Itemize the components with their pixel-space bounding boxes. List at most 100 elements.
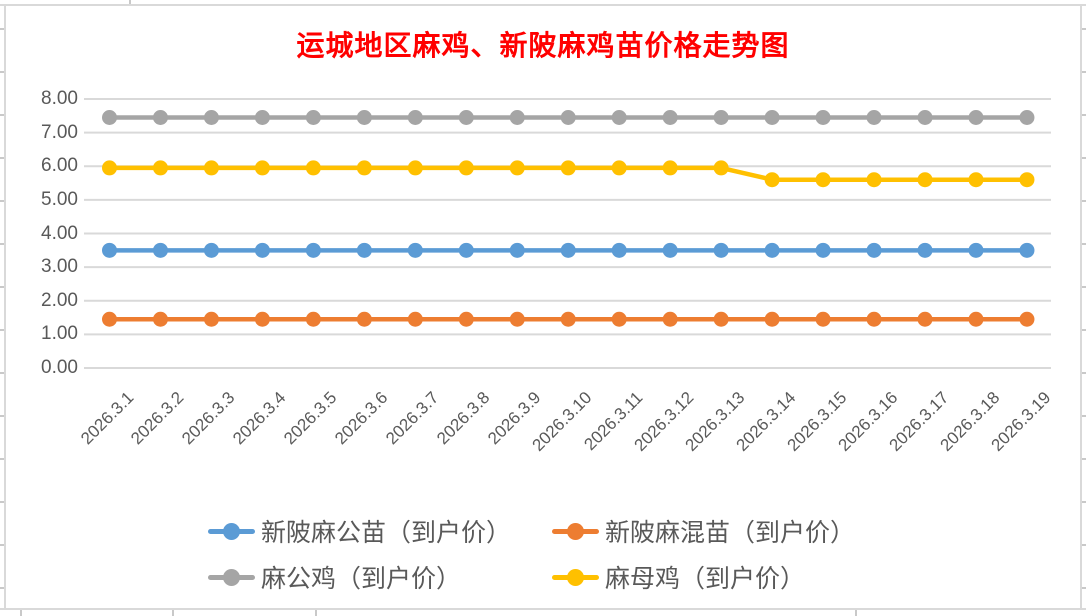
series-marker [968, 109, 984, 125]
legend-label: 麻母鸡（到户价） [605, 566, 806, 593]
worksheet-gridline [4, 4, 6, 610]
series-marker [509, 109, 525, 125]
series-marker [254, 242, 270, 258]
legend-label: 新陂麻公苗（到户价） [261, 520, 512, 547]
series-marker [611, 160, 627, 176]
worksheet-gridline [1082, 286, 1086, 288]
legend-dot-icon [567, 522, 584, 540]
series-marker [152, 311, 168, 327]
legend-line-marker-icon [552, 568, 599, 586]
series-marker [917, 311, 933, 327]
worksheet-gridline [0, 458, 4, 460]
series-marker [254, 109, 270, 125]
series-marker [866, 311, 882, 327]
series-marker [611, 109, 627, 125]
series-marker [662, 160, 678, 176]
series-marker [152, 109, 168, 125]
worksheet-gridline [1080, 4, 1082, 610]
worksheet-gridline [0, 157, 4, 159]
series-marker [509, 311, 525, 327]
worksheet-gridline [1082, 28, 1086, 30]
series-marker [764, 172, 780, 188]
worksheet-gridline [0, 608, 1086, 610]
series-marker [305, 109, 321, 125]
series-marker [713, 311, 729, 327]
series-marker [509, 242, 525, 258]
worksheet-gridline [129, 0, 131, 4]
series-marker [356, 311, 372, 327]
worksheet-gridline [1082, 71, 1086, 73]
worksheet-gridline [0, 329, 4, 331]
series-marker [458, 109, 474, 125]
worksheet-gridline [1082, 458, 1086, 460]
series-marker [356, 160, 372, 176]
series-marker [203, 160, 219, 176]
series-marker [1019, 311, 1035, 327]
series-marker [407, 109, 423, 125]
series-marker [662, 311, 678, 327]
worksheet-gridline [1082, 415, 1086, 417]
legend-dot-icon [567, 568, 584, 586]
worksheet-gridline [0, 587, 4, 589]
worksheet-gridline [315, 610, 317, 616]
legend-dot-icon [223, 568, 240, 586]
worksheet-gridline [0, 200, 4, 202]
series-marker [458, 311, 474, 327]
y-axis-label: 4.00 [41, 222, 78, 244]
series-marker [713, 242, 729, 258]
y-axis-label: 8.00 [41, 88, 78, 109]
series-marker [815, 242, 831, 258]
worksheet-gridline [1082, 243, 1086, 245]
series-marker [662, 109, 678, 125]
legend-line-marker-icon [208, 568, 255, 586]
worksheet-gridline [1082, 587, 1086, 589]
series-marker [866, 172, 882, 188]
worksheet-gridline [0, 415, 4, 417]
series-marker [1019, 242, 1035, 258]
series-marker [917, 109, 933, 125]
y-axis-label: 7.00 [41, 121, 78, 143]
series-marker [356, 242, 372, 258]
y-axis-label: 5.00 [41, 188, 78, 210]
worksheet-gridline [1082, 329, 1086, 331]
series-marker [560, 311, 576, 327]
series-marker [611, 311, 627, 327]
y-axis-label: 0.00 [41, 357, 78, 378]
legend-item: 新陂麻公苗（到户价） [208, 516, 512, 547]
worksheet-gridline [172, 610, 174, 616]
worksheet-gridline [20, 610, 22, 616]
legend-line-marker-icon [208, 522, 255, 540]
series-marker [866, 109, 882, 125]
worksheet-gridline [1082, 544, 1086, 546]
worksheet-gridline [0, 243, 4, 245]
series-marker [152, 242, 168, 258]
series-marker [407, 311, 423, 327]
y-axis-label: 1.00 [41, 323, 78, 345]
series-marker [764, 311, 780, 327]
series-marker [102, 311, 117, 327]
series-marker [254, 160, 270, 176]
chart-title: 运城地区麻鸡、新陂麻鸡苗价格走势图 [296, 31, 790, 62]
series-marker [407, 242, 423, 258]
series-marker [764, 109, 780, 125]
worksheet-gridline [0, 28, 4, 30]
legend-label: 麻公鸡（到户价） [261, 566, 462, 593]
legend-item: 麻公鸡（到户价） [208, 562, 462, 593]
series-marker [102, 109, 117, 125]
y-axis-label: 3.00 [41, 256, 78, 278]
worksheet-gridline [0, 286, 4, 288]
worksheet-gridline [0, 544, 4, 546]
series-marker [560, 160, 576, 176]
series-marker [407, 160, 423, 176]
series-marker [764, 242, 780, 258]
series-marker [1019, 109, 1035, 125]
series-marker [458, 242, 474, 258]
legend-item: 麻母鸡（到户价） [552, 562, 806, 593]
worksheet-gridline [0, 71, 4, 73]
series-marker [305, 160, 321, 176]
series-marker [815, 109, 831, 125]
series-marker [662, 242, 678, 258]
series-marker [152, 160, 168, 176]
worksheet-gridline [0, 372, 4, 374]
